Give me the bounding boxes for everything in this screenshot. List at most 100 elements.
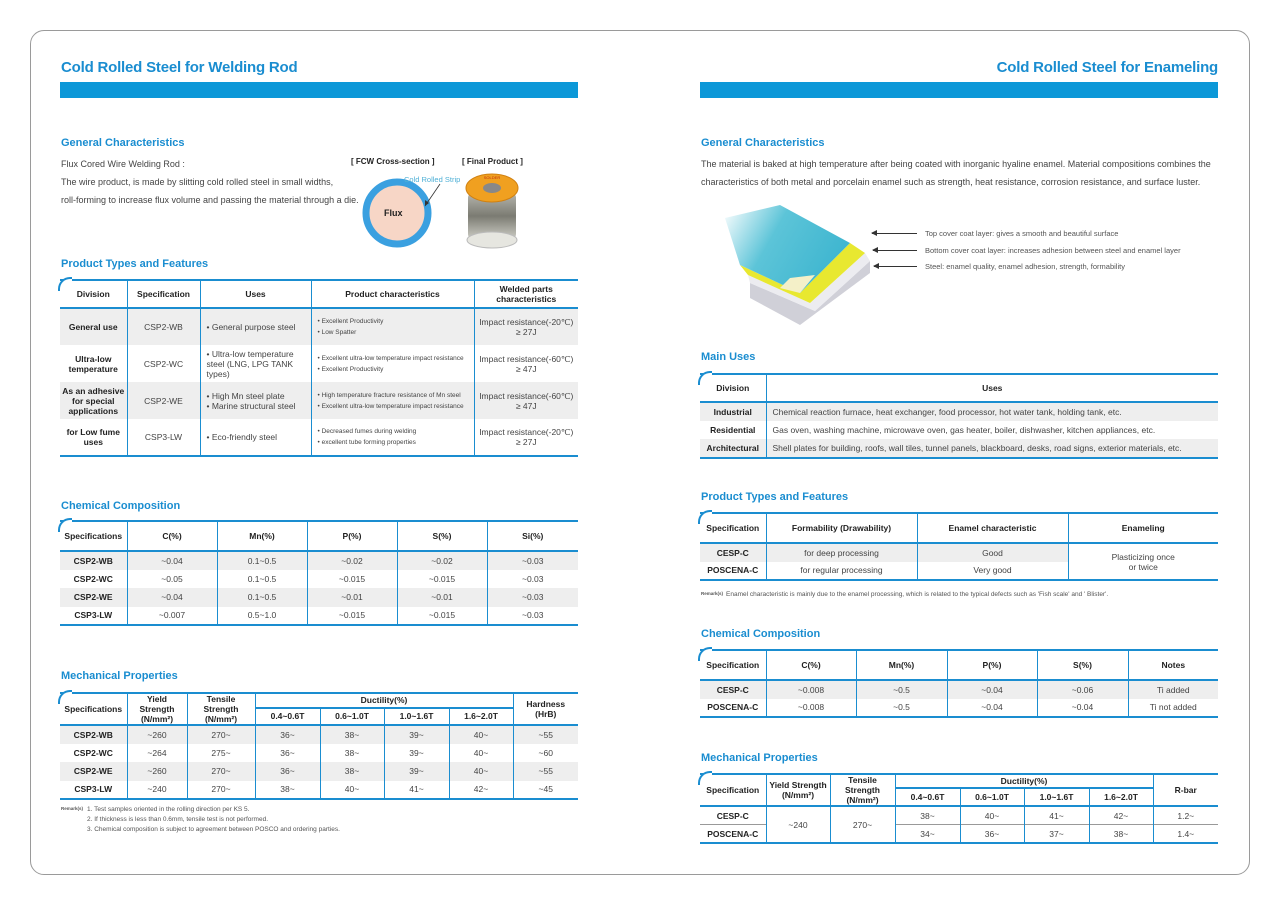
right-chemical-heading: Chemical Composition bbox=[701, 628, 821, 640]
table-cell: ~0.04 bbox=[946, 698, 1037, 717]
column-header: Specification bbox=[126, 280, 200, 309]
table-cell: POSCENA-C bbox=[700, 824, 766, 843]
column-header: 0.4~0.6T bbox=[254, 707, 320, 727]
right-main-uses-heading: Main Uses bbox=[701, 351, 756, 363]
table-cell: Impact resistance(-60℃) ≥ 47J bbox=[473, 382, 578, 419]
table-cell: 270~ bbox=[186, 725, 255, 744]
table-cell: ~0.04 bbox=[126, 551, 217, 570]
table-cell: ~0.008 bbox=[765, 680, 856, 699]
table-cell: ~0.5 bbox=[855, 698, 947, 717]
table-cell: Industrial bbox=[700, 402, 766, 421]
table-cell: General use bbox=[60, 308, 127, 345]
arrow-left-icon bbox=[871, 230, 917, 236]
table-row: Architectural Shell plates for building, … bbox=[700, 439, 1218, 458]
table-cell: ~0.015 bbox=[306, 569, 397, 588]
table-corner-decoration bbox=[58, 518, 72, 532]
left-mechanical-heading: Mechanical Properties bbox=[61, 670, 178, 682]
table-cell: Gas oven, washing machine, microwave ove… bbox=[765, 420, 1218, 439]
column-header: Mn(%) bbox=[855, 650, 947, 681]
column-header: Yield Strength (N/mm²) bbox=[126, 693, 187, 726]
remark-item: 2. If thickness is less than 0.6mm, tens… bbox=[87, 816, 268, 823]
table-cell: 270~ bbox=[186, 762, 255, 781]
left-remarks: 1. Test samples oriented in the rolling … bbox=[87, 805, 340, 835]
table-cell: 275~ bbox=[186, 743, 255, 762]
table-corner-decoration bbox=[58, 277, 72, 291]
table-cell: 36~ bbox=[254, 743, 320, 762]
solder-spool-image: SOLDER bbox=[465, 173, 519, 249]
remark-item: 3. Chemical composition is subject to ag… bbox=[87, 826, 340, 833]
table-cell: 40~ bbox=[319, 780, 384, 799]
table-cell: • Excellent Productivity • Low Spatter bbox=[310, 308, 474, 345]
table-cell: CSP2-WE bbox=[60, 588, 127, 607]
table-cell: 38~ bbox=[319, 743, 384, 762]
table-cell: Chemical reaction furnace, heat exchange… bbox=[765, 402, 1218, 421]
table-cell: ~0.03 bbox=[486, 569, 578, 588]
column-header: Tensile Strength (N/mm²) bbox=[186, 693, 255, 726]
table-cell: ~0.007 bbox=[126, 606, 217, 625]
table-cell: 38~ bbox=[254, 780, 320, 799]
table-cell: 34~ bbox=[894, 824, 960, 843]
table-cell: ~240 bbox=[126, 780, 187, 799]
table-cell: CSP3-LW bbox=[126, 419, 200, 456]
right-product-types-heading: Product Types and Features bbox=[701, 491, 849, 503]
column-header: S(%) bbox=[1036, 650, 1128, 681]
table-cell: ~45 bbox=[512, 780, 578, 799]
column-header: 1.6~2.0T bbox=[448, 707, 513, 727]
table-cell: Very good bbox=[916, 561, 1068, 580]
flux-label: Flux bbox=[384, 208, 403, 218]
right-product-types-table: Specification Formability (Drawability) En… bbox=[700, 512, 1218, 581]
left-general-heading: General Characteristics bbox=[61, 137, 185, 149]
column-header: Enamel characteristic bbox=[916, 513, 1068, 544]
table-cell: ~0.03 bbox=[486, 551, 578, 570]
table-corner-decoration bbox=[698, 771, 712, 785]
table-cell: CSP2-WC bbox=[126, 345, 200, 382]
table-cell: • High temperature fracture resistance o… bbox=[310, 382, 474, 419]
table-cell: ~0.01 bbox=[306, 588, 397, 607]
table-row: CSP2-WC ~0.05 0.1~0.5 ~0.015 ~0.015 ~0.03 bbox=[60, 569, 578, 588]
column-header: R-bar bbox=[1152, 774, 1218, 807]
table-cell: 39~ bbox=[383, 725, 449, 744]
right-title-bar bbox=[700, 82, 1218, 98]
table-cell: 38~ bbox=[319, 762, 384, 781]
table-cell: 1.4~ bbox=[1152, 824, 1218, 843]
table-row: Ultra-low temperature CSP2-WC • Ultra-low … bbox=[60, 345, 578, 382]
column-header: C(%) bbox=[126, 521, 217, 552]
table-row: POSCENA-C 34~ 36~ 37~ 38~ 1.4~ bbox=[700, 824, 1218, 843]
left-general-text: Flux Cored Wire Welding Rod : The wire p… bbox=[61, 155, 359, 209]
table-cell: POSCENA-C bbox=[707, 702, 759, 713]
table-cell: ~0.06 bbox=[1036, 680, 1128, 699]
column-header: 0.6~1.0T bbox=[959, 787, 1024, 807]
table-cell: ~55 bbox=[512, 762, 578, 781]
table-cell: for regular processing bbox=[765, 561, 917, 580]
column-header: Product characteristics bbox=[310, 280, 474, 309]
table-cell: CESP-C bbox=[700, 543, 766, 562]
table-cell: CSP2-WE bbox=[60, 762, 127, 781]
column-header: Tensile Strength (N/mm²) bbox=[829, 774, 895, 807]
table-cell: 41~ bbox=[383, 780, 449, 799]
table-cell: CSP2-WC bbox=[73, 747, 113, 758]
arrow-left-icon bbox=[873, 263, 917, 269]
table-cell: CESP-C bbox=[700, 680, 766, 699]
table-row: CSP3-LW ~240 270~ 38~ 40~ 41~ 42~ ~45 bbox=[60, 780, 578, 799]
column-header: Welded parts characteristics bbox=[473, 280, 578, 309]
table-cell: 1.2~ bbox=[1152, 806, 1218, 825]
table-cell: 0.5~1.0 bbox=[216, 606, 307, 625]
spool-label: SOLDER bbox=[484, 175, 501, 180]
column-header: Si(%) bbox=[486, 521, 578, 552]
table-cell: CSP2-WB bbox=[60, 725, 127, 744]
table-cell: 270~ bbox=[829, 806, 895, 843]
table-row: for Low fume uses CSP3-LW • Eco-friendly s… bbox=[60, 419, 578, 456]
table-cell: CSP3-LW bbox=[74, 610, 113, 621]
table-cell: 41~ bbox=[1023, 806, 1089, 825]
left-title-bar bbox=[60, 82, 578, 98]
product-caption: [ Final Product ] bbox=[462, 157, 523, 166]
layer-label-steel: Steel: enamel quality, enamel adhesion, … bbox=[925, 262, 1125, 271]
table-row: CSP2-WC ~264 275~ 36~ 38~ 39~ 40~ ~60 bbox=[60, 743, 578, 762]
table-cell: 36~ bbox=[959, 824, 1024, 843]
column-header: Enameling bbox=[1067, 513, 1218, 544]
column-header: Mn(%) bbox=[216, 521, 307, 552]
column-header: 1.6~2.0T bbox=[1088, 787, 1153, 807]
table-cell: Impact resistance(-20℃) ≥ 27J bbox=[473, 308, 578, 345]
table-cell: • General purpose steel bbox=[199, 308, 311, 345]
table-row: As an adhesive for special applications C… bbox=[60, 382, 578, 419]
